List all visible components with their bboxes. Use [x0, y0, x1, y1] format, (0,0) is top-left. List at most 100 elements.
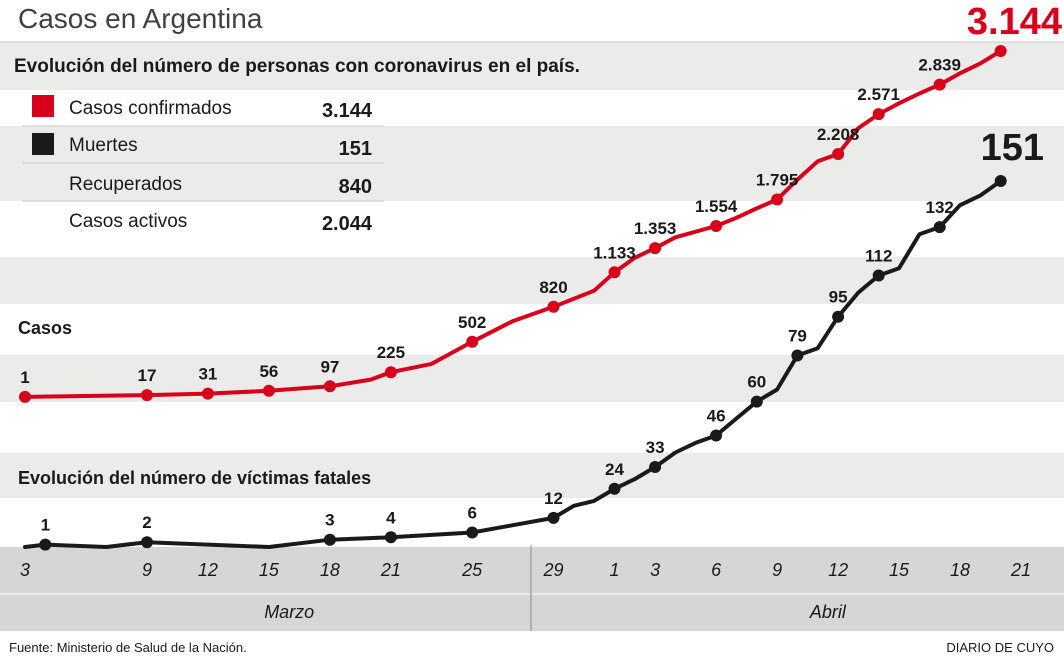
- cases-data-label: 31: [198, 365, 217, 384]
- axis-band: [0, 547, 1064, 594]
- deaths-point: [323, 533, 336, 546]
- x-tick-label: 18: [950, 560, 970, 580]
- deaths-point: [750, 395, 763, 408]
- cases-line: [23, 49, 1003, 399]
- cases-point: [19, 390, 31, 403]
- cases-point: [547, 300, 560, 313]
- cases-data-label: 1.133: [593, 243, 636, 262]
- deaths-data-label: 60: [747, 373, 766, 392]
- legend-swatch-cases: [32, 95, 54, 117]
- cases-data-label: 1.353: [634, 219, 677, 238]
- deaths-data-label: 79: [788, 327, 807, 346]
- axis-layer: 3 9 12 15 18 21 25 29 1 3 6 9 12 15 18 21 Marzo Abril: [20, 560, 1031, 622]
- legend-label-recovered: Recuperados: [69, 174, 182, 195]
- x-tick-label: 3: [20, 560, 30, 580]
- cases-point: [872, 108, 885, 121]
- deaths-section-label: Evolución del número de víctimas fatales: [18, 468, 371, 488]
- cases-point: [994, 45, 1007, 57]
- deaths-data-label: 3: [325, 511, 334, 530]
- cases-point: [832, 148, 845, 160]
- deaths-data-label: 95: [829, 288, 848, 307]
- big-cases-total: 3.144: [967, 1, 1062, 43]
- footer-source: Fuente: Ministerio de Salud de la Nación…: [9, 640, 247, 655]
- x-tick-label: 21: [1010, 560, 1031, 580]
- x-tick-label: 9: [142, 560, 152, 580]
- chart-title: Casos en Argentina: [18, 3, 263, 34]
- x-tick-label: 3: [650, 560, 660, 580]
- deaths-point: [832, 310, 845, 323]
- cases-point: [649, 242, 662, 255]
- cases-point: [384, 366, 397, 379]
- deaths-point: [649, 461, 662, 473]
- deaths-line: [23, 179, 1003, 549]
- legend-value-active: 2.044: [322, 213, 373, 235]
- deaths-point: [384, 531, 397, 544]
- big-deaths-total: 151: [981, 127, 1044, 169]
- cases-data-label: 1: [20, 368, 29, 387]
- band-legend-deaths: [0, 126, 1064, 163]
- series-layer: 1 17 31 56 972255028201.1331.3531.5541.7952.…: [19, 45, 1007, 551]
- cases-point: [771, 193, 784, 206]
- deaths-point: [608, 482, 621, 495]
- deaths-point: [547, 511, 560, 524]
- x-tick-label: 25: [461, 560, 483, 580]
- cases-data-label: 502: [458, 313, 486, 332]
- legend-label-active: Casos activos: [69, 211, 187, 232]
- deaths-data-label: 24: [605, 460, 624, 479]
- cases-data-label: 1.554: [695, 197, 738, 216]
- band-legend-recovered: [0, 163, 1064, 201]
- deaths-data-label: 46: [707, 407, 726, 426]
- cases-point: [933, 78, 946, 91]
- cases-data-label: 2.571: [857, 85, 900, 104]
- x-tick-label: 12: [828, 560, 848, 580]
- legend-value-deaths: 151: [339, 138, 372, 160]
- chart-subtitle: Evolución del número de personas con cor…: [14, 56, 580, 77]
- x-tick-label: 15: [259, 560, 280, 580]
- cases-point: [141, 389, 153, 402]
- cases-data-label: 17: [138, 366, 157, 385]
- deaths-data-label: 6: [467, 504, 476, 523]
- month-label: Abril: [809, 602, 847, 622]
- deaths-point: [933, 221, 946, 234]
- x-tick-label: 6: [711, 560, 722, 580]
- deaths-data-label: 12: [544, 489, 563, 508]
- cases-data-label: 56: [259, 362, 278, 381]
- band-top: [0, 42, 1064, 90]
- deaths-point: [141, 536, 153, 549]
- legend-value-recovered: 840: [339, 176, 372, 198]
- legend-value-cases: 3.144: [322, 100, 373, 122]
- deaths-point: [710, 429, 723, 442]
- x-tick-label: 1: [609, 560, 619, 580]
- deaths-point: [791, 349, 804, 362]
- cases-point: [323, 380, 336, 393]
- x-tick-label: 21: [380, 560, 401, 580]
- legend-label-cases: Casos confirmados: [69, 98, 232, 119]
- cases-point: [201, 387, 214, 400]
- deaths-data-label: 112: [865, 247, 892, 266]
- x-tick-label: 9: [772, 560, 782, 580]
- deaths-point: [994, 175, 1007, 187]
- band-deaths: [0, 453, 1064, 498]
- background-bands: [0, 42, 1064, 631]
- month-label: Marzo: [264, 602, 314, 622]
- cases-point: [466, 335, 479, 348]
- x-tick-label: 12: [198, 560, 218, 580]
- cases-data-label: 1.795: [756, 171, 799, 190]
- legend-label-deaths: Muertes: [69, 135, 138, 156]
- deaths-point: [872, 269, 885, 282]
- cases-data-label: 97: [320, 357, 339, 376]
- deaths-data-label: 132: [926, 198, 954, 217]
- deaths-point: [466, 526, 479, 539]
- band-mid: [0, 257, 1064, 304]
- deaths-data-label: 33: [646, 438, 665, 457]
- footer-brand: DIARIO DE CUYO: [946, 640, 1054, 655]
- deaths-data-label: 4: [386, 508, 396, 527]
- legend-swatch-deaths: [32, 133, 54, 155]
- cases-point: [262, 384, 275, 397]
- cases-data-label: 2.208: [817, 125, 860, 144]
- cases-point: [710, 220, 723, 232]
- cases-section-label: Casos: [18, 318, 72, 338]
- cases-data-label: 225: [377, 343, 405, 362]
- x-tick-label: 15: [889, 560, 910, 580]
